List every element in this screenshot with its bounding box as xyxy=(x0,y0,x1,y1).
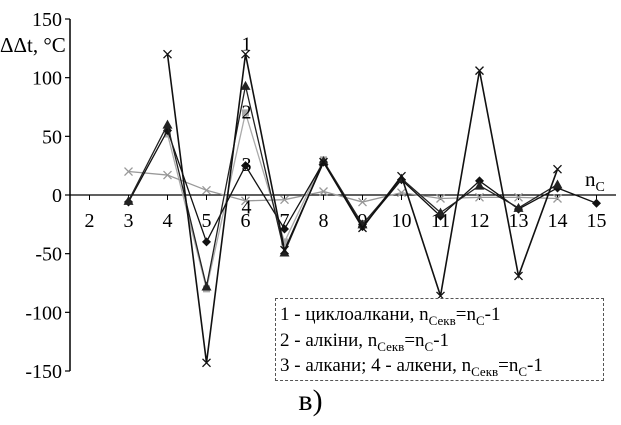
data-point xyxy=(592,198,601,208)
series-2 xyxy=(123,80,563,291)
data-point xyxy=(241,49,250,59)
legend-entry-1: 1 - циклоалкани, nСекв=nС-1 xyxy=(280,304,501,328)
data-point xyxy=(435,207,446,217)
series-4 xyxy=(124,167,562,207)
data-point xyxy=(163,170,172,180)
data-point xyxy=(319,157,328,167)
data-point xyxy=(514,192,523,202)
series-number-label: 4 xyxy=(242,196,252,218)
data-point xyxy=(319,187,328,196)
series-number-label: 3 xyxy=(242,154,252,176)
data-point xyxy=(162,119,173,129)
x-tick-label: 6 xyxy=(241,210,251,232)
data-point xyxy=(397,188,406,198)
y-tick-label: 0 xyxy=(52,185,62,207)
series-number-label: 2 xyxy=(242,101,252,123)
series-labels: 1 2 3 4 xyxy=(242,33,252,218)
data-point xyxy=(201,281,212,291)
legend: 1 - циклоалкани, nСекв=nС-1 2 - алкіни, … xyxy=(275,298,604,381)
series-line xyxy=(127,85,558,287)
data-point xyxy=(514,271,523,281)
data-point xyxy=(358,197,367,207)
x-tick-label: 13 xyxy=(509,210,529,232)
x-tick-label: 4 xyxy=(163,210,173,232)
data-point xyxy=(280,195,289,205)
x-axis-label: nC xyxy=(585,167,605,196)
data-point xyxy=(475,192,484,202)
data-point xyxy=(124,167,133,176)
x-tick-label: 11 xyxy=(431,210,450,232)
y-tick-label: 150 xyxy=(32,9,62,31)
y-tick-label: 50 xyxy=(42,126,62,148)
x-tick-label: 12 xyxy=(470,210,490,232)
legend-entry-2: 2 - алкіни, nСекв=nС-1 xyxy=(280,330,450,354)
x-tick-label: 15 xyxy=(587,210,607,232)
x-tick-label: 14 xyxy=(548,210,568,232)
y-axis-label: ΔΔt, °C xyxy=(0,33,66,57)
x-tick-label: 7 xyxy=(280,210,290,232)
x-tick-label: 2 xyxy=(85,210,95,232)
data-point xyxy=(474,180,485,190)
data-point xyxy=(163,49,172,59)
y-tick-label: -100 xyxy=(25,302,62,324)
data-point xyxy=(280,245,289,255)
data-point xyxy=(318,155,329,165)
series-line xyxy=(128,170,558,203)
legend-entry-3: 3 - алкани; 4 - алкени, nСекв=nС-1 xyxy=(280,355,543,379)
x-tick-label: 8 xyxy=(319,210,329,232)
data-point xyxy=(436,194,445,203)
data-point xyxy=(241,196,250,206)
data-point xyxy=(513,202,524,212)
series-group xyxy=(123,49,601,368)
series-number-label: 1 xyxy=(242,33,252,55)
data-point xyxy=(202,358,211,368)
x-tick-label: 10 xyxy=(392,210,412,232)
data-point xyxy=(553,194,562,203)
data-point xyxy=(358,223,367,233)
data-point xyxy=(123,195,134,205)
y-tick-label: -50 xyxy=(35,244,62,266)
figure-caption: в) xyxy=(298,384,323,417)
data-point xyxy=(397,171,406,181)
data-point xyxy=(202,185,211,195)
x-tick-label: 5 xyxy=(202,210,212,232)
y-tick-label: -150 xyxy=(25,361,62,383)
data-point xyxy=(240,80,251,90)
data-point xyxy=(552,179,563,189)
data-point xyxy=(202,237,211,247)
y-tick-label: 100 xyxy=(32,68,62,90)
data-point xyxy=(475,66,484,76)
series-1 xyxy=(163,49,562,368)
axes: -150-100-5005010015023456789101112131415 xyxy=(25,9,616,383)
data-point xyxy=(553,164,562,174)
data-point xyxy=(242,109,249,117)
data-point xyxy=(241,161,250,171)
data-point xyxy=(280,224,289,234)
data-point xyxy=(281,238,288,246)
x-tick-label: 3 xyxy=(124,210,134,232)
